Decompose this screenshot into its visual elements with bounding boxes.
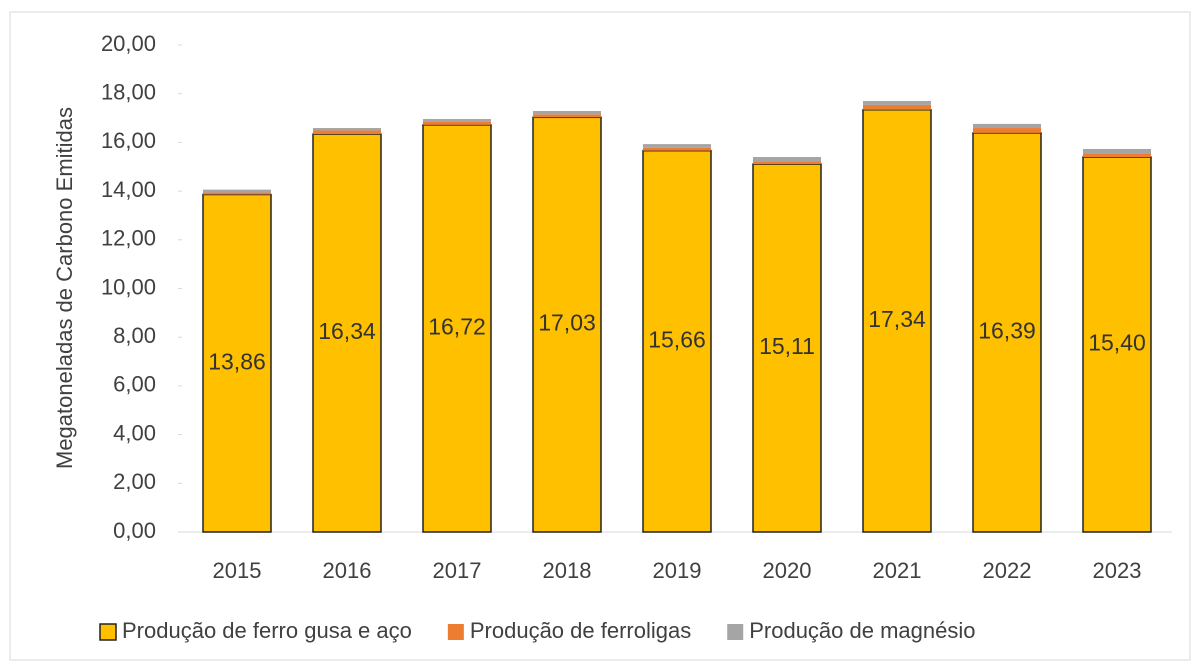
data-label: 16,72 [428, 314, 486, 340]
y-tick-label: 4,00 [113, 420, 156, 445]
bar-segment [753, 157, 821, 162]
bar-segment [423, 119, 491, 122]
bar-segment [972, 132, 1042, 533]
bar-segment [752, 163, 822, 533]
bar-segment [863, 101, 931, 105]
bar-segment [313, 128, 381, 131]
data-label: 16,39 [978, 318, 1036, 344]
x-tick-label: 2015 [213, 558, 262, 583]
x-tick-label: 2017 [433, 558, 482, 583]
bar-segment [643, 144, 711, 148]
x-tick-label: 2022 [983, 558, 1032, 583]
legend-swatch [727, 624, 744, 640]
y-tick-label: 6,00 [113, 372, 156, 397]
bar-segment [423, 121, 491, 125]
bar-segment [203, 192, 271, 195]
legend-swatch [99, 623, 117, 641]
y-tick-label: 18,00 [101, 80, 156, 105]
bar-segment [753, 161, 821, 165]
legend-label: Produção de ferro gusa e aço [122, 618, 412, 643]
bar-segment [532, 116, 602, 533]
data-label: 15,66 [648, 326, 706, 352]
y-axis-title: Megatoneladas de Carbono Emitidas [52, 107, 77, 469]
bar-segment [973, 128, 1041, 133]
legend-label: Produção de magnésio [749, 618, 975, 643]
legend-label: Produção de ferroligas [470, 618, 691, 643]
bar-segment [642, 149, 712, 533]
x-tick-label: 2023 [1093, 558, 1142, 583]
x-tick-label: 2016 [323, 558, 372, 583]
data-label: 17,34 [868, 306, 926, 332]
bar-segment [533, 114, 601, 118]
bar-segment [973, 123, 1041, 129]
data-label: 16,34 [318, 318, 376, 344]
y-tick-label: 16,00 [101, 128, 156, 153]
y-tick-label: 20,00 [101, 31, 156, 56]
bar-segment [313, 130, 381, 135]
x-tick-label: 2021 [873, 558, 922, 583]
bar-segment [1083, 148, 1151, 154]
data-label: 15,11 [759, 333, 815, 359]
x-tick-label: 2018 [543, 558, 592, 583]
data-label: 17,03 [538, 310, 596, 336]
bar-segment [1083, 153, 1151, 158]
y-tick-label: 0,00 [113, 518, 156, 543]
bar-segment [1082, 156, 1152, 533]
y-tick-label: 10,00 [101, 274, 156, 299]
bar-segment [643, 147, 711, 151]
x-tick-label: 2020 [763, 558, 812, 583]
data-label: 13,86 [208, 348, 266, 374]
y-tick-label: 8,00 [113, 323, 156, 348]
y-tick-label: 12,00 [101, 226, 156, 251]
bar-segment [533, 110, 601, 115]
bar-segment [863, 104, 931, 110]
x-tick-label: 2019 [653, 558, 702, 583]
bar-segment [862, 109, 932, 533]
y-tick-label: 14,00 [101, 177, 156, 202]
bar-segment [203, 189, 271, 193]
legend-swatch [447, 624, 464, 640]
data-label: 15,40 [1088, 330, 1146, 356]
y-tick-label: 2,00 [113, 469, 156, 494]
